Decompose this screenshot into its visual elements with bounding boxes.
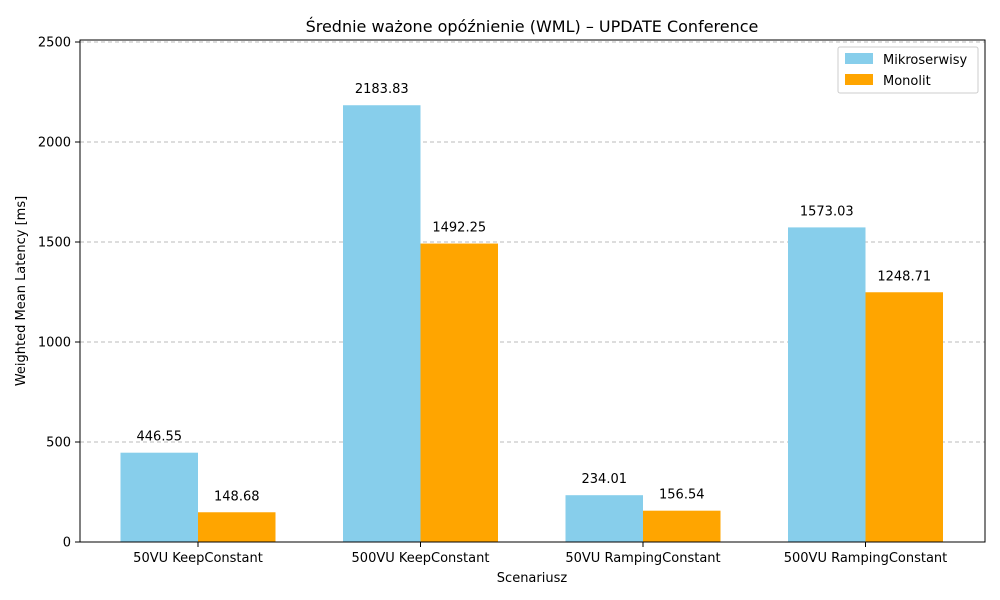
bar-mikroserwisy-1: [343, 105, 421, 542]
y-tick-label: 2000: [38, 136, 71, 151]
y-tick-label: 1000: [38, 336, 71, 351]
y-axis-label: Weighted Mean Latency [ms]: [14, 196, 29, 386]
plot-frame: [79, 39, 986, 543]
data-labels: 446.55 148.68 2183.83 1492.25 234.01 156.54 15…: [137, 82, 932, 504]
bar-monolit-0: [198, 512, 276, 542]
bar-mikroserwisy-0: [120, 452, 198, 542]
data-label: 148.68: [214, 489, 260, 504]
data-label: 234.01: [582, 472, 628, 487]
bars: [120, 105, 943, 543]
data-label: 446.55: [137, 430, 183, 445]
x-tick-label: 50VU KeepConstant: [133, 551, 263, 566]
legend-label-mikroserwisy: Mikroserwisy: [883, 53, 968, 68]
y-tick-label: 500: [46, 436, 71, 451]
bar-monolit-3: [865, 292, 943, 542]
bar-mikroserwisy-3: [788, 227, 866, 543]
x-tick-label: 500VU RampingConstant: [784, 551, 948, 566]
bar-monolit-2: [643, 510, 721, 542]
bar-monolit-1: [420, 243, 498, 543]
legend-swatch-monolit: [845, 74, 873, 85]
legend-label-monolit: Monolit: [883, 74, 931, 89]
y-tick-label: 2500: [38, 36, 71, 51]
x-axis-label: Scenariusz: [497, 571, 568, 586]
x-tick-label: 500VU KeepConstant: [352, 551, 490, 566]
data-label: 1248.71: [877, 269, 931, 284]
y-tick-label: 1500: [38, 236, 71, 251]
data-label: 1492.25: [432, 221, 486, 236]
y-axis: 0 500 1000 1500 2000 2500: [38, 36, 80, 551]
legend: Mikroserwisy Monolit: [837, 46, 979, 94]
data-label: 156.54: [659, 488, 705, 503]
y-tick-label: 0: [63, 536, 71, 551]
data-label: 2183.83: [355, 82, 409, 97]
grid-lines: [80, 41, 985, 443]
data-label: 1573.03: [800, 204, 854, 219]
x-tick-label: 50VU RampingConstant: [565, 551, 720, 566]
bar-mikroserwisy-2: [565, 495, 643, 542]
x-axis: 50VU KeepConstant 500VU KeepConstant 50VU …: [133, 542, 947, 566]
legend-swatch-mikroserwisy: [845, 53, 873, 64]
chart-title: Średnie ważone opóźnienie (WML) – UPDATE…: [306, 17, 759, 36]
